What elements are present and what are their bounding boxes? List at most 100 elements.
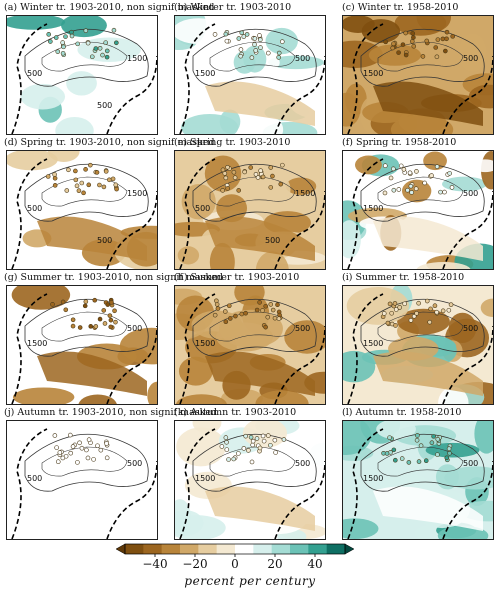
contour-label: 500: [127, 459, 142, 468]
trend-patch: [119, 327, 157, 365]
contour-label: 1500: [195, 339, 215, 348]
trend-patch: [176, 394, 227, 404]
station-dot: [236, 188, 241, 193]
station-dot: [102, 321, 108, 326]
trend-map: 1500 500: [342, 285, 494, 405]
map-canvas: 1500 500: [343, 286, 493, 404]
station-dot: [392, 301, 398, 306]
station-dot: [252, 42, 257, 47]
coastline-border: [347, 23, 493, 134]
station-dot: [57, 450, 63, 455]
trend-patch: [354, 155, 382, 175]
colorbar-segment: [180, 544, 199, 554]
station-dot: [434, 54, 440, 60]
station-dot: [73, 177, 79, 183]
contour-label: 500: [463, 324, 478, 333]
trend-patch: [219, 309, 283, 348]
contour-1500: [209, 176, 296, 207]
contour-1500: [209, 311, 296, 342]
station-dot: [75, 460, 80, 465]
station-dot: [387, 301, 393, 307]
trend-patch: [20, 83, 66, 110]
station-dot: [224, 447, 230, 452]
station-dot: [393, 307, 399, 312]
station-dot: [69, 29, 74, 35]
station-dot: [258, 45, 263, 50]
station-dot: [423, 458, 429, 464]
panel-title: (k) Autumn tr. 1903-2010: [174, 407, 297, 418]
panel-title: (j) Autumn tr. 1903-2010, non signif mas…: [4, 407, 218, 418]
station-dot: [447, 451, 452, 456]
station-dot: [95, 443, 100, 449]
station-dot: [443, 48, 448, 54]
trend-patch: [343, 16, 375, 33]
trend-patch: [266, 175, 291, 204]
trend-patch: [66, 71, 97, 96]
station-dot: [55, 459, 61, 465]
station-dot: [98, 447, 104, 453]
station-dot: [405, 187, 410, 193]
station-dot: [97, 316, 103, 322]
station-dot: [416, 459, 422, 464]
contour-1500: [209, 41, 296, 72]
station-dot: [109, 300, 114, 305]
colorbar-segment: [198, 544, 217, 554]
station-dot: [242, 169, 247, 175]
trend-patch: [343, 421, 372, 455]
station-dot: [101, 308, 107, 313]
station-dot: [107, 177, 112, 183]
trend-patch: [346, 286, 409, 325]
station-dot: [429, 173, 434, 178]
station-dot: [112, 308, 117, 314]
coastline-border: [347, 158, 493, 269]
station-dot: [253, 171, 259, 177]
station-dot: [50, 302, 55, 307]
map-canvas: 500 1500 500: [175, 151, 325, 269]
contour-label: 1500: [127, 54, 147, 63]
station-dot: [212, 32, 218, 37]
colorbar-segment: [271, 544, 291, 554]
station-dot: [52, 183, 58, 188]
colorbar-segment: [308, 544, 327, 554]
trend-patch: [175, 499, 191, 534]
station-dot: [434, 164, 440, 169]
station-dot: [60, 50, 66, 56]
trend-patch: [7, 151, 58, 171]
trend-patch: [177, 246, 200, 265]
station-dot: [403, 52, 409, 58]
contour-label: 500: [463, 189, 478, 198]
station-dot: [391, 166, 396, 172]
station-dot: [231, 456, 237, 462]
station-dot: [396, 187, 402, 192]
station-dot: [114, 186, 119, 192]
station-dot: [254, 436, 260, 441]
station-dot: [113, 182, 119, 188]
station-dot: [239, 311, 245, 317]
trend-map: 1500 500: [6, 285, 158, 405]
station-dot: [68, 450, 74, 456]
station-dot: [89, 54, 95, 60]
station-dot: [219, 444, 225, 449]
station-dot: [265, 433, 271, 438]
contour-1500: [41, 311, 128, 342]
station-dot: [415, 433, 420, 438]
panel-title: (h) Summer tr. 1903-2010: [174, 272, 300, 283]
station-dot: [280, 162, 285, 168]
station-dot: [406, 460, 412, 465]
station-dot: [424, 38, 430, 44]
station-dot: [53, 35, 59, 40]
trend-patch: [373, 216, 483, 261]
station-dot: [81, 190, 86, 196]
station-dot: [435, 452, 440, 457]
station-dot: [255, 175, 261, 180]
colorbar-tick-label: −40: [142, 557, 168, 571]
station-dot: [393, 457, 398, 463]
station-dot: [263, 303, 268, 309]
station-dot: [438, 189, 443, 195]
contour-label: 500: [265, 236, 280, 245]
trend-patch: [216, 194, 248, 223]
contour-label: 500: [195, 204, 210, 213]
coastline-border: [179, 293, 325, 404]
trend-patch: [233, 50, 256, 74]
station-dot: [258, 168, 263, 173]
